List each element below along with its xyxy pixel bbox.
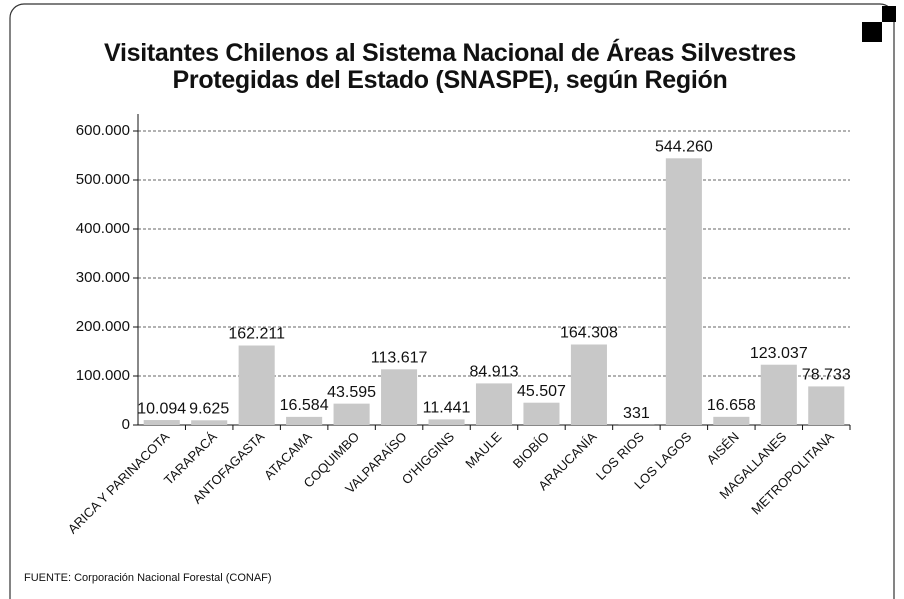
x-tick-label: AISÉN [704, 429, 742, 467]
y-tick-label: 0 [122, 416, 130, 433]
value-label: 43.595 [327, 384, 376, 401]
bar [238, 345, 275, 425]
y-tick-label: 500.000 [76, 171, 130, 188]
bar [665, 158, 702, 425]
y-tick-label: 300.000 [76, 269, 130, 286]
bar [286, 416, 323, 425]
y-tick-label: 200.000 [76, 318, 130, 335]
value-label: 78.733 [802, 367, 851, 384]
value-label: 113.617 [371, 350, 428, 367]
bar [143, 420, 180, 425]
bar [570, 344, 607, 425]
x-tick-label: BIOBÍO [510, 429, 552, 471]
y-tick-label: 600.000 [76, 122, 130, 139]
value-label: 10.094 [137, 400, 186, 417]
value-label: 16.658 [707, 397, 756, 414]
frame [9, 3, 895, 599]
value-label: 16.584 [280, 397, 329, 414]
value-label: 331 [623, 405, 650, 422]
source: FUENTE: Corporación Nacional Forestal (C… [24, 572, 272, 584]
value-label: 11.441 [423, 400, 471, 417]
bar [333, 403, 370, 425]
value-label: 544.260 [655, 139, 713, 156]
value-label: 84.913 [470, 364, 519, 381]
bar [713, 416, 750, 425]
x-tick-label: ARICA Y PARINACOTA [65, 429, 173, 537]
y-tick-label: 400.000 [76, 220, 130, 237]
bar [523, 402, 560, 425]
y-tick-label: 100.000 [76, 367, 130, 384]
bar [381, 369, 418, 425]
bar [808, 386, 845, 425]
bar [428, 419, 465, 425]
value-label: 9.625 [189, 401, 229, 418]
bar [475, 383, 513, 425]
value-label: 45.507 [517, 383, 566, 400]
corner-square [882, 6, 896, 22]
chart-title: Visitantes Chilenos al Sistema Nacional … [104, 39, 796, 94]
bar [191, 420, 228, 425]
value-label: 162.211 [228, 326, 285, 343]
x-tick-label: MAULE [462, 429, 505, 472]
value-label: 164.308 [560, 325, 618, 342]
corner-square [862, 22, 882, 42]
x-tick-label: METROPOLITANA [748, 429, 837, 518]
value-label: 123.037 [750, 345, 808, 362]
bar [760, 364, 797, 425]
